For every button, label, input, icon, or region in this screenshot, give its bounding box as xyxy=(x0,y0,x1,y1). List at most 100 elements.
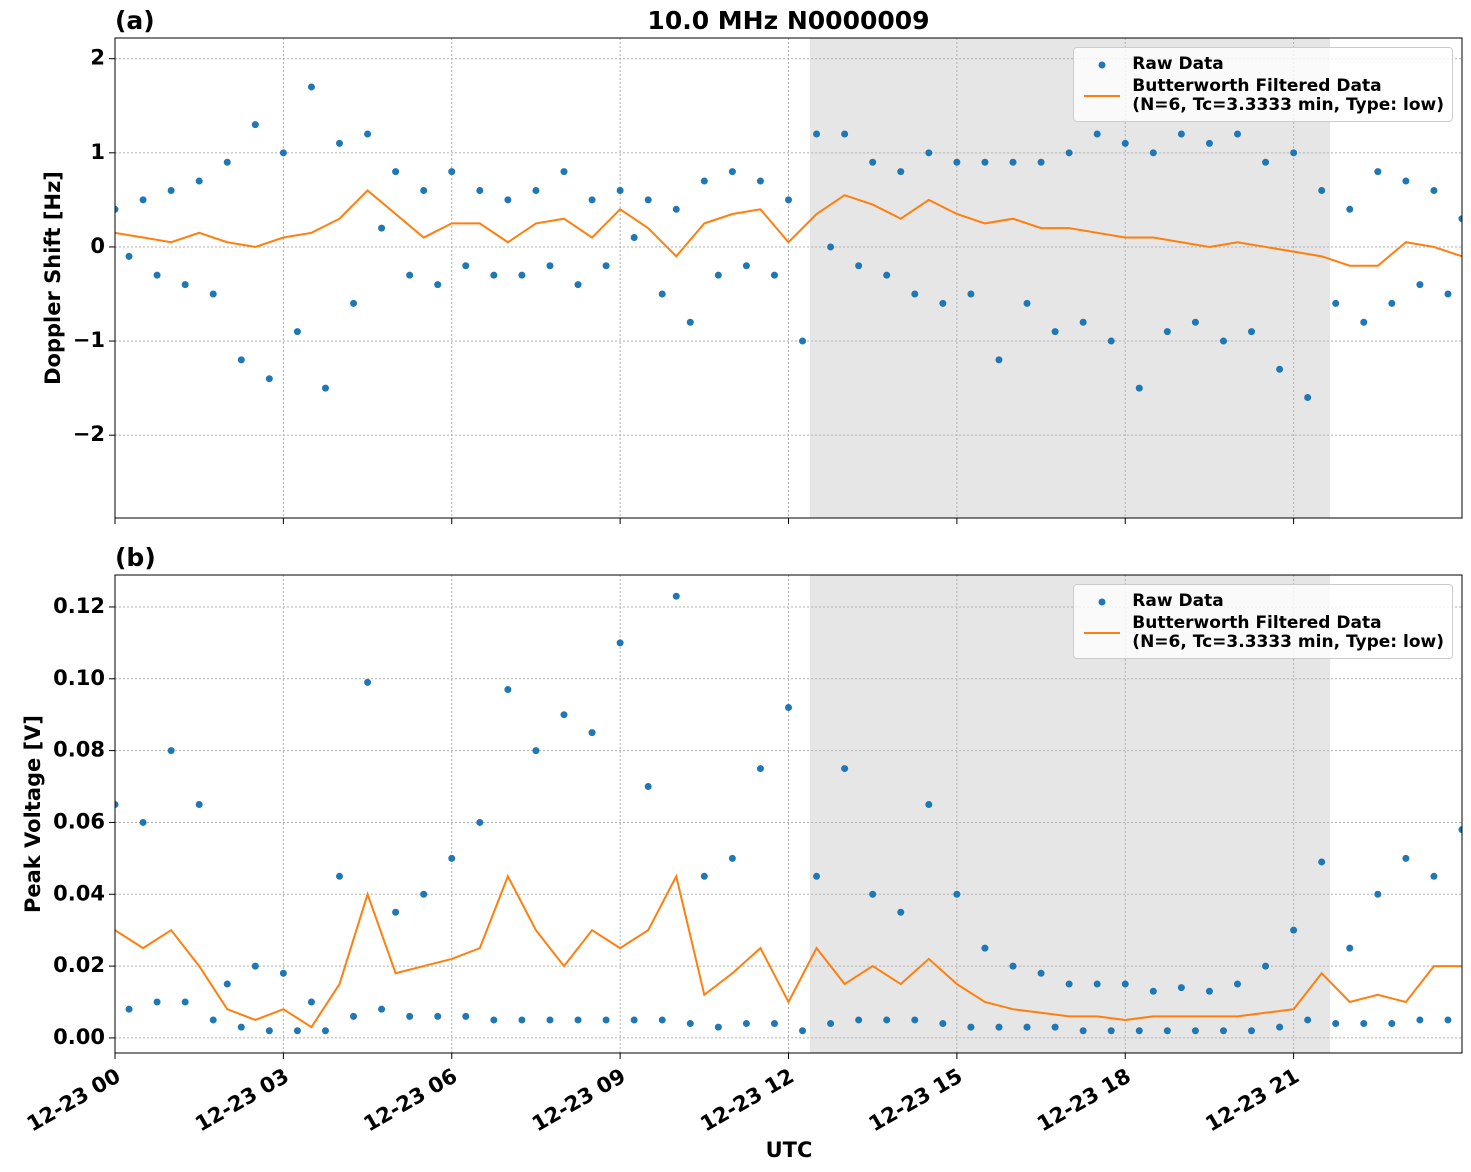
raw-point xyxy=(125,252,133,260)
raw-point xyxy=(1416,1016,1424,1024)
raw-point xyxy=(181,281,189,289)
raw-point xyxy=(518,1016,526,1024)
legend-label: Raw Data xyxy=(1132,591,1224,611)
raw-point xyxy=(672,205,680,213)
raw-point xyxy=(1388,299,1396,307)
raw-point xyxy=(883,1016,891,1024)
raw-point xyxy=(644,783,652,791)
raw-point xyxy=(1107,1027,1115,1035)
raw-point xyxy=(462,1012,470,1020)
raw-point xyxy=(1360,1020,1368,1028)
raw-point xyxy=(813,130,821,138)
raw-point xyxy=(1346,205,1354,213)
raw-point xyxy=(1458,826,1462,834)
y-tick-label: 0.10 xyxy=(53,666,105,690)
raw-point xyxy=(420,186,428,194)
raw-point xyxy=(420,890,428,898)
raw-point xyxy=(1121,980,1129,988)
y-tick-label: −1 xyxy=(73,328,105,352)
raw-point xyxy=(237,1023,245,1031)
raw-point xyxy=(995,1023,1003,1031)
raw-point xyxy=(406,271,414,279)
raw-point xyxy=(869,158,877,166)
raw-point xyxy=(125,1005,133,1013)
y-tick-label: 0.12 xyxy=(53,594,105,618)
panel-label: (b) xyxy=(115,543,156,572)
raw-point xyxy=(1388,1020,1396,1028)
raw-point xyxy=(1290,926,1298,934)
raw-point xyxy=(686,318,694,326)
raw-point xyxy=(1262,962,1270,970)
raw-point xyxy=(504,686,512,694)
raw-point xyxy=(1304,394,1312,402)
raw-point xyxy=(1318,186,1326,194)
raw-point xyxy=(1065,980,1073,988)
raw-point xyxy=(223,158,231,166)
y-tick-label: −2 xyxy=(73,422,105,446)
raw-point xyxy=(981,944,989,952)
raw-point xyxy=(237,356,245,364)
raw-point xyxy=(279,969,287,977)
raw-point xyxy=(532,186,540,194)
y-tick-label: 0.02 xyxy=(53,953,105,977)
raw-point xyxy=(1191,1027,1199,1035)
raw-point xyxy=(1009,962,1017,970)
raw-point xyxy=(1374,890,1382,898)
raw-point xyxy=(1248,1027,1256,1035)
raw-point xyxy=(336,872,343,880)
raw-point xyxy=(1458,215,1462,223)
raw-point xyxy=(1262,158,1270,166)
legend-key-icon xyxy=(1084,95,1121,97)
raw-point xyxy=(672,592,680,600)
raw-point xyxy=(546,1016,554,1024)
raw-point xyxy=(1234,980,1241,988)
legend-entry: Butterworth Filtered Data (N=6, Tc=3.333… xyxy=(1082,77,1444,115)
raw-point xyxy=(574,1016,582,1024)
axes-frame xyxy=(114,574,1463,1054)
raw-point xyxy=(827,1020,835,1028)
legend-key xyxy=(1082,614,1122,652)
raw-point xyxy=(995,356,1003,364)
y-axis-label: Peak Voltage [V] xyxy=(21,715,45,913)
raw-point xyxy=(490,1016,498,1024)
raw-point xyxy=(1276,365,1284,373)
raw-point xyxy=(686,1020,694,1028)
raw-point xyxy=(869,890,877,898)
raw-point xyxy=(742,1020,750,1028)
raw-point xyxy=(560,168,568,176)
raw-point xyxy=(1093,130,1101,138)
raw-point xyxy=(714,271,722,279)
raw-point xyxy=(115,800,119,808)
raw-point xyxy=(658,290,666,298)
raw-point xyxy=(925,800,933,808)
raw-point xyxy=(897,908,905,916)
raw-point xyxy=(265,375,273,383)
raw-point xyxy=(714,1023,722,1031)
raw-point xyxy=(1149,149,1157,157)
raw-point xyxy=(1079,1027,1087,1035)
raw-point xyxy=(462,262,470,270)
raw-point xyxy=(1163,1027,1171,1035)
raw-point xyxy=(574,281,582,289)
raw-point xyxy=(504,196,512,204)
raw-point xyxy=(616,186,624,194)
raw-point xyxy=(855,262,863,270)
y-tick-label: 0.04 xyxy=(53,881,105,905)
raw-point xyxy=(448,168,456,176)
legend-key xyxy=(1082,55,1122,74)
raw-point xyxy=(476,818,484,826)
raw-point xyxy=(378,224,386,232)
raw-point xyxy=(1234,130,1241,138)
raw-point xyxy=(364,678,372,686)
raw-point xyxy=(1219,1027,1227,1035)
raw-point xyxy=(1051,1023,1059,1031)
raw-point xyxy=(728,854,736,862)
raw-point xyxy=(1219,337,1227,345)
raw-point xyxy=(350,299,358,307)
raw-point xyxy=(911,290,919,298)
raw-point xyxy=(630,1016,638,1024)
raw-point xyxy=(925,149,933,157)
raw-point xyxy=(1248,328,1256,336)
raw-point xyxy=(770,271,778,279)
raw-point xyxy=(770,1020,778,1028)
